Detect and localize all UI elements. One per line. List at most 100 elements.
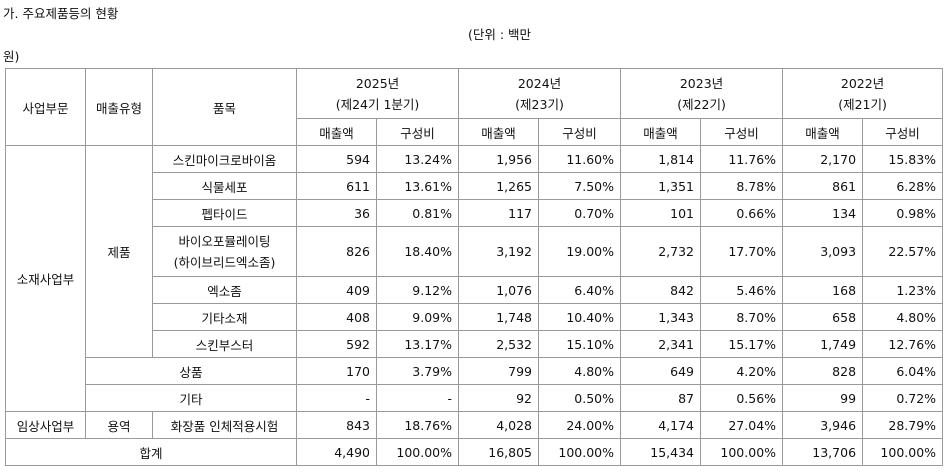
ratio-cell: 19.00% <box>537 226 622 277</box>
sales-cell: 409 <box>296 276 377 304</box>
ratio-cell: 4.80% <box>862 303 944 331</box>
ratio-cell: 18.76% <box>376 411 459 439</box>
sub-header: 구성비 <box>376 118 459 146</box>
sales-cell: 3,946 <box>782 411 864 439</box>
ratio-cell: 15.10% <box>537 330 622 358</box>
ratio-cell: 10.40% <box>537 303 622 331</box>
sales-cell: 658 <box>782 303 864 331</box>
ratio-cell: 1.23% <box>862 276 944 304</box>
ratio-cell: 9.12% <box>376 276 459 304</box>
item-cell: 펩타이드 <box>152 199 297 227</box>
sub-header: 구성비 <box>700 118 784 146</box>
ratio-cell: 0.66% <box>700 199 784 227</box>
item-line: 바이오포뮬레이팅 <box>178 233 271 249</box>
ratio-cell: 8.78% <box>700 172 784 200</box>
sub-header: 구성비 <box>537 118 622 146</box>
ratio-cell: 24.00% <box>537 411 622 439</box>
ratio-cell: 7.50% <box>537 172 622 200</box>
period-year: 2022년 <box>840 75 885 91</box>
ratio-cell: 3.79% <box>376 357 459 385</box>
ratio-cell: 0.70% <box>537 199 622 227</box>
sales-cell: - <box>296 384 377 412</box>
ratio-cell: 0.56% <box>700 384 784 412</box>
period-header: 2022년 (제21기) <box>782 68 944 119</box>
ratio-cell: 0.50% <box>537 384 622 412</box>
table-row: 임상사업부 용역 화장품 인체적용시험 843 18.76% 4,028 24.00% 4,1… <box>5 411 944 439</box>
ratio-cell: 4.20% <box>700 357 784 385</box>
ratio-cell: 15.83% <box>862 145 944 173</box>
table-row: 펩타이드 36 0.81% 117 0.70% 101 0.66% 134 0.98% <box>6 199 944 227</box>
sales-cell: 1,956 <box>458 145 539 173</box>
sub-header: 매출액 <box>458 118 539 146</box>
period-header: 2024년 (제23기) <box>457 68 622 119</box>
sales-cell: 1,351 <box>620 172 702 200</box>
product-table: 사업부문 매출유형 품목 2025년 (제24기 1분기) 2024년 (제23기) 2023… <box>5 68 944 466</box>
sales-cell: 99 <box>782 384 864 412</box>
sales-cell: 101 <box>620 199 702 227</box>
ratio-cell: 17.70% <box>700 226 784 277</box>
sales-cell: 134 <box>782 199 864 227</box>
sales-cell: 408 <box>296 303 377 331</box>
ratio-cell: 15.17% <box>700 330 784 358</box>
table-row: 사업부문 매출유형 품목 2025년 (제24기 1분기) 2024년 (제23기) 2023… <box>5 68 944 146</box>
sales-cell: 828 <box>782 357 864 385</box>
item-line: (하이브리드엑소좀) <box>173 254 276 270</box>
ratio-cell: 5.46% <box>700 276 784 304</box>
table-row: 기타소재 408 9.09% 1,748 10.40% 1,343 8.70% 658 4.80… <box>6 303 944 331</box>
ratio-cell: 22.57% <box>862 226 944 277</box>
sales-cell: 168 <box>782 276 864 304</box>
sales-cell: 799 <box>458 357 539 385</box>
sales-cell: 2,732 <box>620 226 702 277</box>
item-cell: 기타소재 <box>152 303 297 331</box>
ratio-cell: 100.00% <box>700 438 784 466</box>
sales-cell: 2,341 <box>620 330 702 358</box>
type-cell: 용역 <box>85 411 153 439</box>
type-cell: 제품 <box>85 145 153 358</box>
ratio-cell: 100.00% <box>537 438 622 466</box>
sales-cell: 16,805 <box>458 438 539 466</box>
period-term: (제22기) <box>677 96 726 112</box>
sub-header: 매출액 <box>296 118 377 146</box>
ratio-cell: 0.72% <box>862 384 944 412</box>
sales-cell: 170 <box>296 357 377 385</box>
sales-cell: 117 <box>458 199 539 227</box>
sales-cell: 92 <box>458 384 539 412</box>
sales-cell: 826 <box>296 226 377 277</box>
item-cell: 엑소좀 <box>152 276 297 304</box>
ratio-cell: 100.00% <box>862 438 944 466</box>
sales-cell: 611 <box>296 172 377 200</box>
sales-cell: 592 <box>296 330 377 358</box>
ratio-cell: 13.61% <box>376 172 459 200</box>
sales-cell: 1,814 <box>620 145 702 173</box>
sales-cell: 87 <box>620 384 702 412</box>
table-row: 스킨부스터 592 13.17% 2,532 15.10% 2,341 15.17% 1,74… <box>6 330 944 358</box>
sales-cell: 13,706 <box>782 438 864 466</box>
ratio-cell: 11.60% <box>537 145 622 173</box>
header-cell: 품목 <box>152 68 297 146</box>
ratio-cell: 6.40% <box>537 276 622 304</box>
ratio-cell: 0.81% <box>376 199 459 227</box>
sales-cell: 3,192 <box>458 226 539 277</box>
ratio-cell: 0.98% <box>862 199 944 227</box>
total-label: 합계 <box>5 438 297 466</box>
unit-label: (단위 : 백만 <box>468 27 532 42</box>
item-cell: 바이오포뮬레이팅 (하이브리드엑소좀) <box>152 226 297 277</box>
section-title: 가. 주요제품등의 현황 <box>3 6 119 21</box>
sales-cell: 2,532 <box>458 330 539 358</box>
table-row: 기타 - -92 0.50% 87 0.56% 99 0.72% <box>6 384 944 412</box>
ratio-cell: 4.80% <box>537 357 622 385</box>
sales-cell: 3,093 <box>782 226 864 277</box>
sales-cell: 2,170 <box>782 145 864 173</box>
table-row: 매출액 구성비 매출액 구성비 매출액 구성비 매출액 구성비 <box>6 118 944 146</box>
period-term: (제24기 1분기) <box>335 96 420 112</box>
table-row: 상품 170 3.79% 799 4.80% 649 4.20% 828 6.04% <box>6 357 944 385</box>
sales-cell: 15,434 <box>620 438 702 466</box>
sales-cell: 1,749 <box>782 330 864 358</box>
ratio-cell: 11.76% <box>700 145 784 173</box>
division-cell: 임상사업부 <box>5 411 86 439</box>
sales-cell: 36 <box>296 199 377 227</box>
ratio-cell: - <box>376 384 459 412</box>
ratio-cell: 6.04% <box>862 357 944 385</box>
table-row: 소재사업부 제품 스킨마이크로바이옴 594 13.24% 1,956 11.60% 1,81… <box>5 145 944 412</box>
